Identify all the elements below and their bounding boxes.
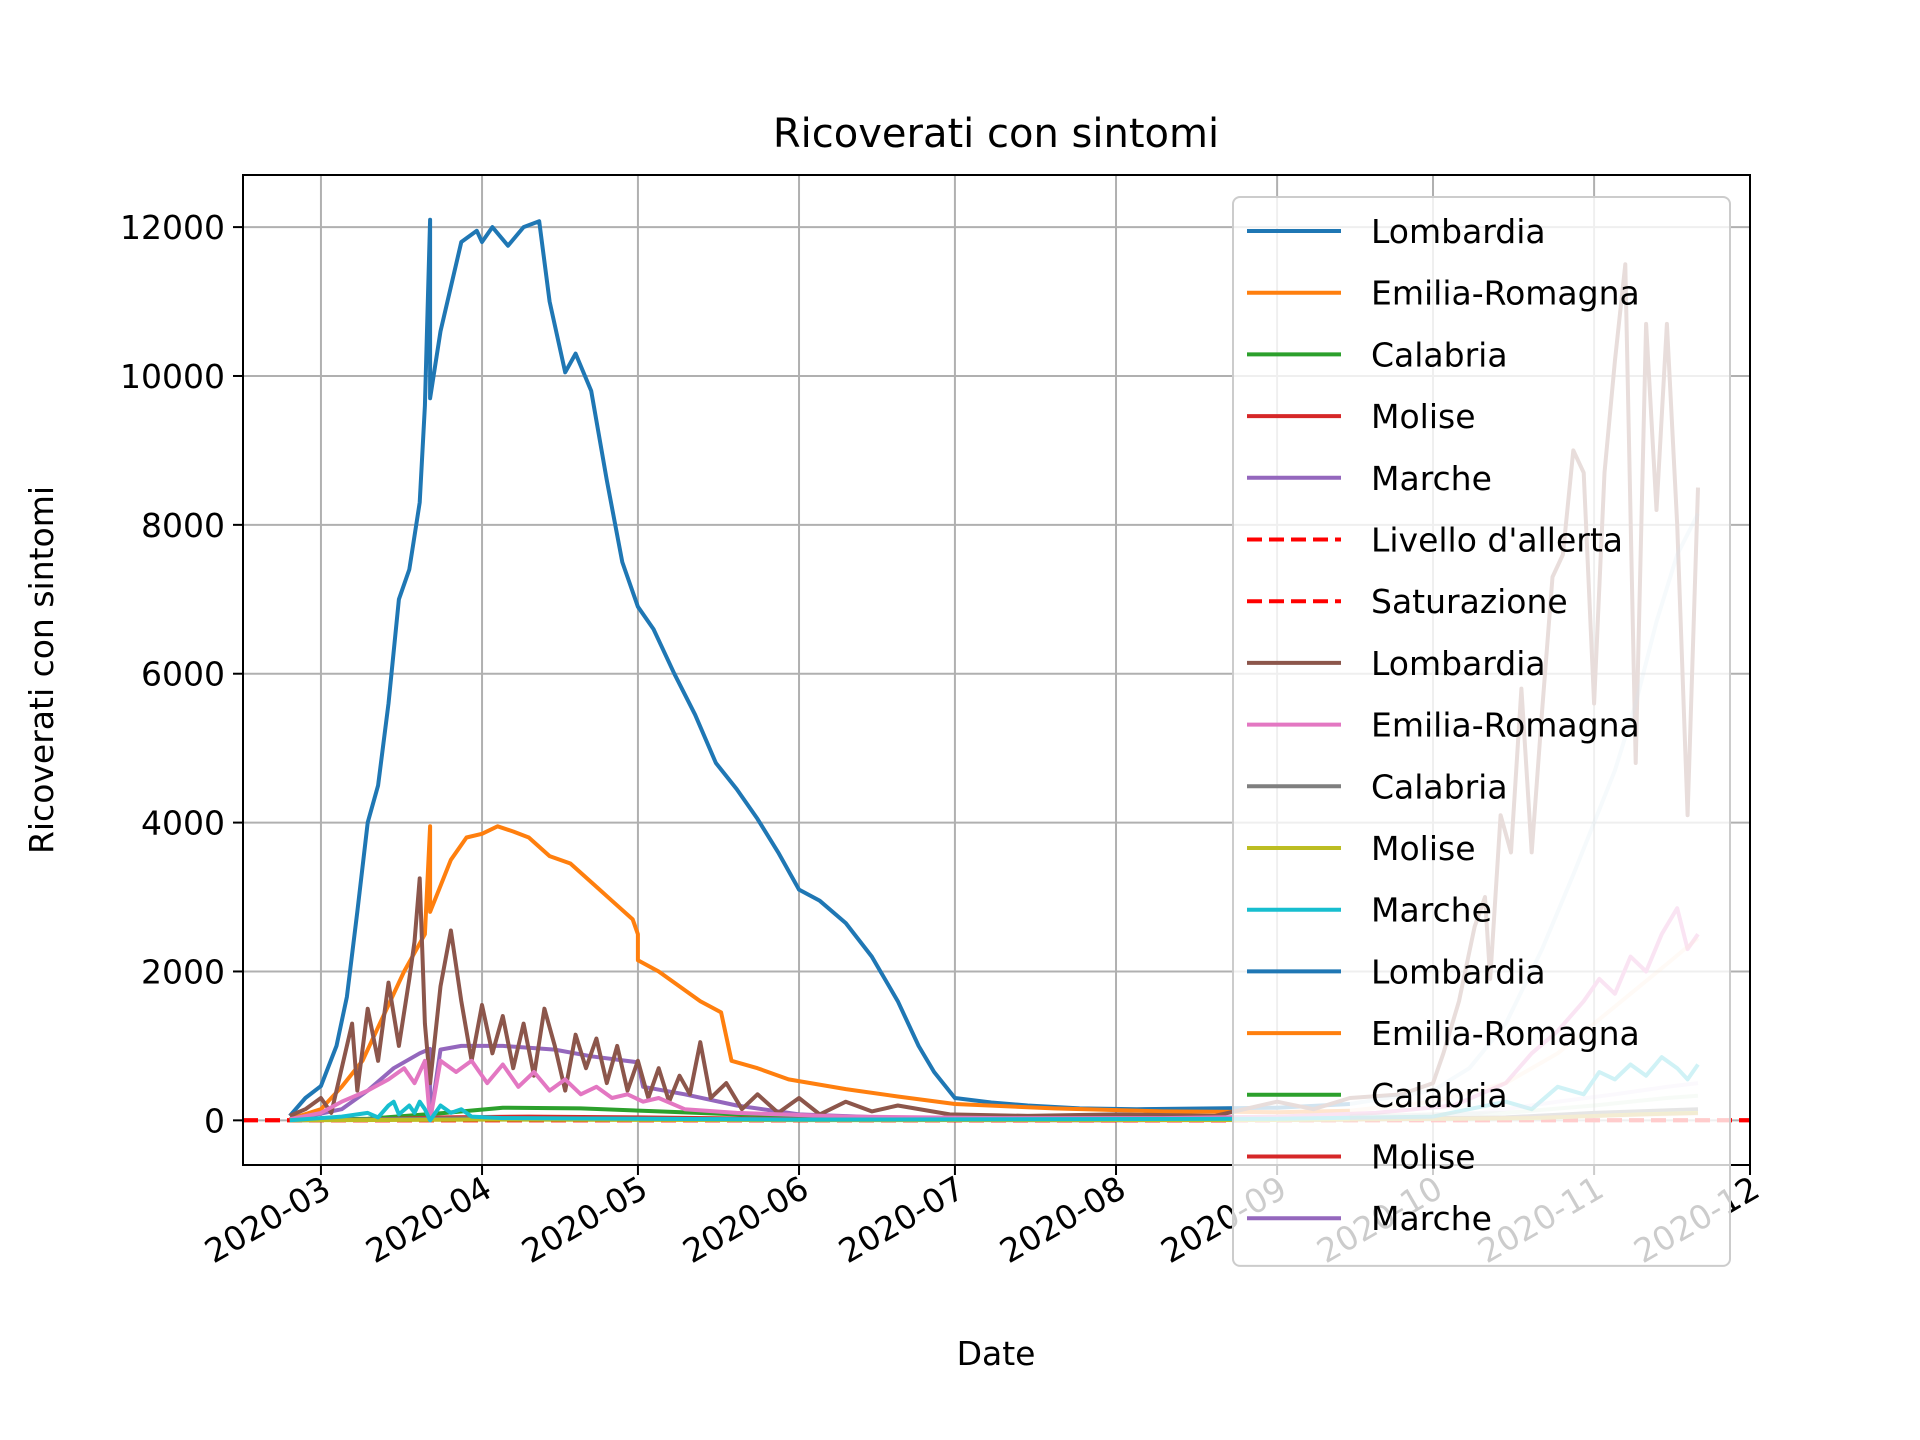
- legend-label: Emilia-Romagna: [1371, 706, 1640, 745]
- y-tick-label: 4000: [141, 804, 225, 843]
- y-tick-label: 12000: [120, 208, 225, 247]
- legend-label: Molise: [1371, 397, 1476, 436]
- y-tick-label: 10000: [120, 357, 225, 396]
- x-tick-label: 2020-06: [676, 1168, 815, 1271]
- legend-label: Saturazione: [1371, 582, 1568, 621]
- chart-title: Ricoverati con sintomi: [773, 111, 1219, 157]
- y-tick-label: 2000: [141, 952, 225, 991]
- x-tick-label: 2020-08: [993, 1168, 1132, 1271]
- legend-label: Calabria: [1371, 335, 1508, 374]
- legend-label: Lombardia: [1371, 644, 1546, 683]
- x-tick-label: 2020-03: [198, 1168, 337, 1271]
- y-tick-label: 8000: [141, 506, 225, 545]
- x-tick-label: 2020-04: [359, 1168, 498, 1271]
- plot-frame: [242, 174, 1751, 1166]
- legend-label: Emilia-Romagna: [1371, 1014, 1640, 1053]
- y-tick-label: 6000: [141, 655, 225, 694]
- legend-label: Marche: [1371, 1199, 1492, 1238]
- y-tick-label: 0: [204, 1101, 225, 1140]
- legend-label: Molise: [1371, 829, 1476, 868]
- x-axis-title: Date: [957, 1334, 1036, 1373]
- legend-label: Lombardia: [1371, 212, 1546, 251]
- series-line-0: [288, 217, 1351, 1118]
- legend-box: [1232, 196, 1731, 1267]
- x-tick-label: 2020-05: [515, 1168, 654, 1271]
- legend-label: Marche: [1371, 891, 1492, 930]
- legend-label: Marche: [1371, 459, 1492, 498]
- legend-label: Calabria: [1371, 1076, 1508, 1115]
- legend-label: Livello d'allerta: [1371, 521, 1623, 560]
- legend-label: Lombardia: [1371, 952, 1546, 991]
- legend: Lombardia Emilia-Romagna Calabria Molise Mar…: [1232, 196, 1731, 1267]
- y-axis-title: Ricoverati con sintomi: [22, 486, 61, 854]
- series-line-1: [289, 824, 1350, 1122]
- legend-label: Calabria: [1371, 767, 1508, 806]
- legend-label: Emilia-Romagna: [1371, 274, 1640, 313]
- x-tick-label: 2020-07: [832, 1168, 971, 1271]
- legend-label: Molise: [1371, 1138, 1476, 1177]
